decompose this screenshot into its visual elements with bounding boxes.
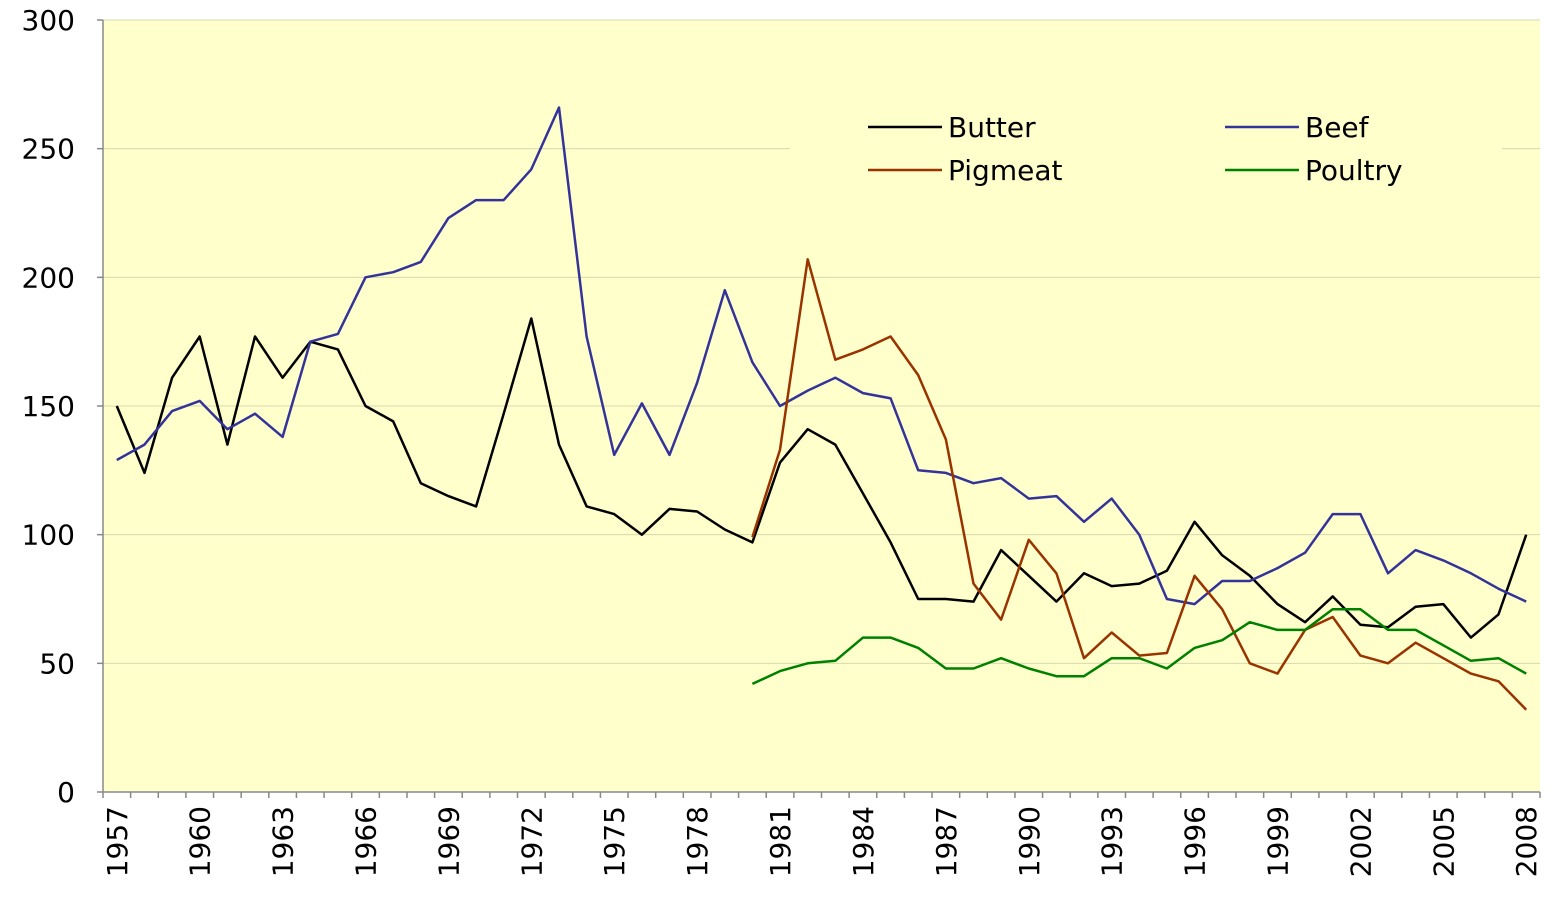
- y-tick-label: 150: [22, 390, 75, 423]
- x-tick-label: 1981: [764, 806, 797, 877]
- x-tick-label: 1999: [1261, 806, 1294, 877]
- x-tick-label: 1960: [184, 806, 217, 877]
- legend-box: [790, 100, 1502, 200]
- legend-label: Butter: [948, 111, 1036, 144]
- x-tick-label: 1975: [598, 806, 631, 877]
- y-tick-label: 300: [22, 4, 75, 37]
- x-tick-label: 1966: [350, 806, 383, 877]
- series-line: [116, 106, 1527, 606]
- series-line: [115, 317, 1528, 639]
- y-tick-label: 0: [57, 776, 75, 809]
- legend-label: Beef: [1305, 111, 1370, 144]
- legend-label: Poultry: [1305, 154, 1403, 187]
- legend-label: Pigmeat: [948, 154, 1062, 187]
- x-tick-label: 1987: [930, 806, 963, 877]
- x-tick-label: 1969: [432, 806, 465, 877]
- x-tick-label: 1993: [1096, 806, 1129, 877]
- x-tick-label: 1978: [681, 806, 714, 877]
- x-tick-label: 1996: [1179, 806, 1212, 877]
- series-line: [751, 608, 1527, 686]
- y-tick-label: 200: [22, 261, 75, 294]
- x-tick-label: 1957: [101, 806, 134, 877]
- x-tick-label: 1972: [515, 806, 548, 877]
- x-tick-label: 1984: [847, 806, 880, 877]
- y-tick-label: 100: [22, 519, 75, 552]
- x-tick-label: 2005: [1427, 806, 1460, 877]
- x-tick-label: 2008: [1510, 806, 1543, 877]
- series-line: [751, 258, 1528, 711]
- x-tick-label: 1963: [267, 806, 300, 877]
- y-tick-label: 250: [22, 133, 75, 166]
- x-tick-label: 1990: [1013, 806, 1046, 877]
- y-tick-label: 50: [39, 647, 75, 680]
- x-tick-label: 2002: [1344, 806, 1377, 877]
